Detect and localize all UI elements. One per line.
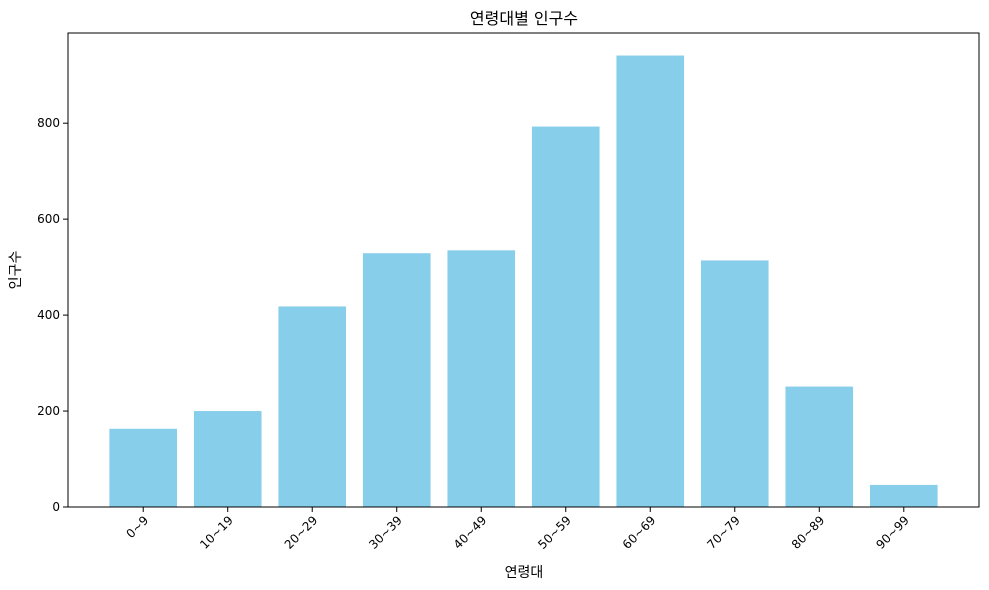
bar-20~29 [278,306,347,507]
bars [109,55,938,507]
bar-80~89 [785,386,854,507]
y-tick-label: 600 [37,212,60,226]
bar-0~9 [109,428,178,507]
x-tick-label: 40~49 [451,513,490,552]
plot-frame [67,32,980,508]
x-tick-label: 90~99 [873,513,912,552]
x-tick-label: 0~9 [124,513,152,541]
chart-title: 연령대별 인구수 [470,9,578,28]
y-tick-label: 200 [37,404,60,418]
x-axis-label: 연령대 [505,565,544,581]
bar-70~79 [700,260,769,507]
x-tick-label: 20~29 [282,513,321,552]
bar-30~39 [362,253,431,507]
y-tick-label: 0 [52,500,60,514]
bar-90~99 [869,484,938,507]
bar-50~59 [531,126,600,507]
x-tick-label: 60~69 [620,513,659,552]
y-axis: 0 200 400 600 800 [37,116,68,514]
x-axis: 0~9 10~19 20~29 30~39 40~49 50~59 60~69 70~79 80… [124,507,912,552]
bar-10~19 [193,411,262,507]
y-tick-label: 800 [37,116,60,130]
plot-area: 0~9 10~19 20~29 30~39 40~49 50~59 60~69 70~79 80… [37,32,980,552]
y-axis-label: 인구수 [8,251,24,290]
x-tick-label: 70~79 [704,513,743,552]
bar-40~49 [447,250,516,507]
x-tick-label: 10~19 [197,513,236,552]
x-tick-label: 50~59 [535,513,574,552]
x-tick-label: 80~89 [789,513,828,552]
bar-60~69 [616,55,685,507]
x-tick-label: 30~39 [366,513,405,552]
y-tick-label: 400 [37,308,60,322]
